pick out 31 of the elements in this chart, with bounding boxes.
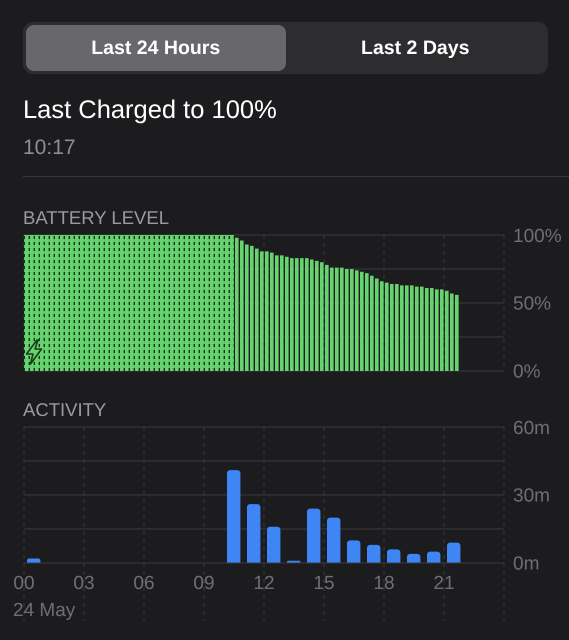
chart-title: ACTIVITY: [23, 399, 106, 420]
x-tick-label: 03: [73, 573, 95, 594]
y-tick-label: 50%: [513, 294, 552, 315]
bar: [447, 542, 460, 563]
text: Last Charged to 100%: [23, 96, 277, 124]
y-tick-label: 0%: [513, 362, 541, 383]
text: 24 May: [13, 600, 76, 621]
bar: [427, 552, 440, 563]
bar: [267, 526, 280, 563]
text: 10:17: [23, 136, 76, 159]
x-tick-label: 06: [133, 573, 155, 594]
x-tick-label: 09: [193, 573, 215, 594]
x-tick-label: 18: [373, 573, 395, 594]
bar: [247, 504, 260, 563]
bar: [407, 554, 420, 563]
bar: [227, 470, 240, 563]
x-tick-label: 00: [13, 573, 35, 594]
chart-title: BATTERY LEVEL: [23, 207, 170, 228]
y-tick-label: 0m: [513, 554, 540, 575]
y-tick-label: 30m: [513, 486, 550, 507]
bar: [367, 544, 380, 563]
bar: [327, 518, 340, 563]
segmented-control: Last 24 Hours Last 2 Days: [23, 22, 548, 74]
y-tick-label: 100%: [513, 226, 562, 247]
x-tick-label: 12: [253, 573, 275, 594]
bar: [387, 549, 400, 563]
x-tick-label: 15: [313, 573, 335, 594]
bar: [307, 508, 320, 563]
y-tick-label: 60m: [513, 418, 550, 439]
bar: [347, 540, 360, 563]
x-tick-label: 21: [433, 573, 455, 594]
